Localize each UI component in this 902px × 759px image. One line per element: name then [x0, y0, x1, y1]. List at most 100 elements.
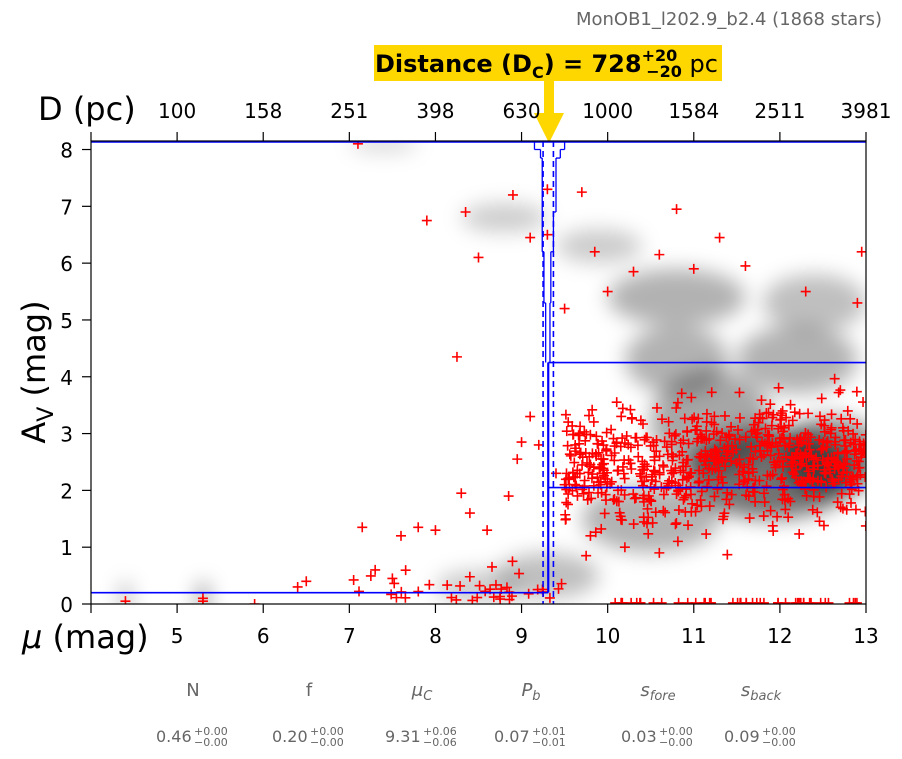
x-tick-label: 6 — [257, 624, 270, 648]
stat-symbol: sback — [741, 680, 782, 704]
star-point — [669, 430, 680, 441]
star-point — [486, 561, 497, 572]
star-point — [609, 494, 620, 505]
stat-symbol-sub: fore — [650, 689, 676, 704]
star-point — [701, 425, 712, 436]
star-point — [400, 565, 411, 576]
star-point — [564, 449, 575, 460]
star-point — [858, 438, 866, 449]
star-point — [775, 437, 786, 448]
star-point — [482, 525, 493, 536]
star-point — [391, 592, 402, 603]
stat-symbol-main: s — [640, 680, 649, 701]
star-point — [523, 588, 534, 599]
star-point — [701, 408, 712, 419]
stat-err-down: −0.00 — [762, 736, 796, 749]
star-point — [656, 597, 667, 604]
star-point — [726, 421, 737, 432]
star-point — [446, 592, 457, 603]
star-point — [590, 527, 601, 538]
star-point — [722, 549, 733, 560]
star-point — [765, 450, 776, 461]
star-point — [722, 487, 733, 498]
top-tick-label: 630 — [502, 99, 540, 123]
star-point — [683, 438, 694, 449]
star-point — [830, 457, 841, 468]
x-tick-label: 9 — [515, 624, 528, 648]
star-point — [599, 508, 610, 519]
star-point — [570, 439, 581, 450]
stat-symbol: N — [186, 680, 199, 701]
star-point — [816, 444, 827, 455]
star-point — [845, 437, 856, 448]
star-point — [752, 424, 763, 435]
star-point — [734, 387, 745, 398]
star-point — [354, 586, 365, 597]
star-point — [692, 500, 703, 511]
star-point — [732, 424, 743, 435]
star-point — [591, 431, 602, 442]
x-tick-label: 8 — [429, 624, 442, 648]
star-point — [819, 464, 830, 475]
star-point — [451, 351, 462, 362]
star-point — [670, 429, 681, 440]
star-point — [726, 489, 737, 500]
star-point — [642, 461, 653, 472]
density-blob-10 — [607, 268, 746, 326]
star-point — [840, 477, 851, 488]
star-point — [779, 495, 790, 506]
star-point — [629, 493, 640, 504]
star-point — [860, 506, 866, 517]
star-point — [712, 446, 723, 457]
star-point — [779, 481, 790, 492]
star-point — [734, 469, 745, 480]
star-point — [614, 507, 625, 518]
star-point — [819, 426, 830, 437]
star-point — [734, 459, 745, 470]
star-point — [786, 461, 797, 472]
star-point — [507, 189, 518, 200]
star-point — [839, 435, 850, 446]
star-point — [854, 462, 865, 473]
star-point — [814, 516, 825, 527]
star-point — [686, 392, 697, 403]
star-point — [659, 436, 670, 447]
stat-err-up: +0.00 — [659, 725, 693, 738]
star-point — [856, 246, 866, 257]
star-point — [553, 583, 564, 594]
star-point — [765, 399, 776, 410]
stat-value: 0.09 — [724, 727, 760, 746]
stat-symbol: μC — [411, 680, 433, 704]
star-point — [852, 297, 863, 308]
distance-label-sub: C — [532, 63, 544, 82]
density-blob-12 — [349, 141, 419, 153]
density-blob-4 — [736, 325, 858, 394]
stat-symbol-sub: back — [750, 689, 781, 704]
density-blob-8 — [461, 203, 548, 232]
star-point — [563, 489, 574, 500]
star-point — [689, 412, 700, 423]
density-blob-3 — [624, 325, 729, 394]
star-point — [812, 460, 823, 471]
star-point — [593, 438, 604, 449]
star-point — [626, 597, 637, 604]
stars-scatter — [120, 141, 866, 604]
star-point — [696, 501, 707, 512]
star-point — [833, 474, 844, 485]
star-point — [719, 410, 730, 421]
stat-symbol-main: f — [306, 680, 313, 701]
star-point — [645, 495, 656, 506]
star-point — [667, 455, 678, 466]
star-point — [726, 456, 737, 467]
star-point — [805, 432, 816, 443]
star-point — [606, 424, 617, 435]
y-axis-title: AV (mag) — [15, 300, 59, 443]
star-point — [829, 464, 840, 475]
x-tick-label: 10 — [595, 624, 620, 648]
stat-symbol-main: P — [521, 680, 532, 701]
star-point — [576, 187, 587, 198]
star-point — [637, 480, 648, 491]
star-point — [671, 204, 682, 215]
y-axis-title-sub: V — [34, 407, 59, 422]
star-point — [754, 475, 765, 486]
